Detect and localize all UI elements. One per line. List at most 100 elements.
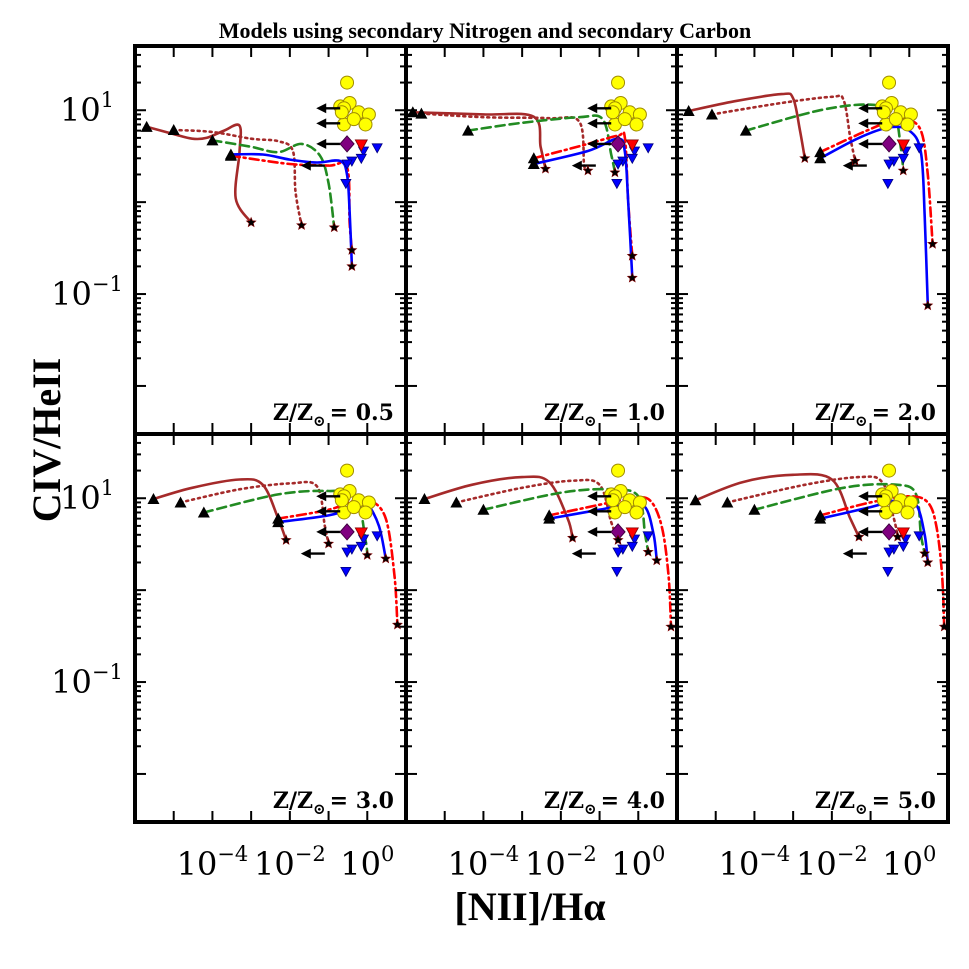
panel-5: Z/Z⊙ = 4.0 (404, 432, 679, 824)
arrow-head (587, 138, 598, 149)
arrow-head (316, 526, 327, 537)
arrow-head (300, 160, 311, 171)
observation-down-triangle (355, 541, 367, 553)
observation-down-triangle (642, 143, 654, 154)
panel-frame (404, 44, 679, 436)
series-end-marker (853, 531, 865, 542)
series-line-dotted-brown (710, 94, 857, 163)
series-start-marker (462, 124, 475, 136)
observation-down-triangle (611, 178, 623, 190)
arrow-head (858, 526, 869, 537)
plot-area (689, 463, 948, 632)
series-start-marker (705, 108, 718, 120)
panel-3: Z/Z⊙ = 2.0 (675, 44, 950, 436)
arrow-head (587, 506, 598, 517)
arrow-head (587, 103, 598, 114)
observation-down-triangle (341, 159, 353, 170)
observation-circle (882, 463, 897, 478)
observation-down-triangle (626, 153, 638, 165)
panel-label-text: Z/Z (815, 788, 855, 814)
observation-red-triangle (625, 139, 639, 152)
series-end-marker (280, 534, 292, 545)
observation-circle (340, 463, 355, 478)
plot-area (406, 75, 654, 283)
series-end-marker (922, 299, 934, 311)
series-end-marker (296, 219, 308, 230)
solar-symbol: ⊙ (313, 412, 326, 430)
series-start-marker (527, 152, 540, 164)
series-end-marker (323, 537, 335, 549)
arrow-head (571, 160, 582, 171)
arrow-head (842, 548, 853, 559)
y-tick-label: 101 (60, 88, 114, 129)
observation-down-triangle (882, 178, 894, 190)
plot-area (682, 75, 939, 311)
panel-2: Z/Z⊙ = 1.0 (404, 44, 679, 436)
observation-circle (629, 505, 644, 520)
observation-circle (882, 75, 897, 90)
arrow-head (316, 103, 327, 114)
series-end-marker (927, 238, 939, 249)
solar-symbol: ⊙ (584, 800, 597, 818)
series-line-solid-brown (411, 111, 547, 171)
series-start-marker (147, 493, 160, 505)
series-line-solid-brown (145, 123, 253, 224)
panel-label-text: Z/Z (815, 400, 855, 426)
panel-label-value: = 5.0 (872, 788, 936, 814)
series-start-marker (748, 503, 761, 515)
series-line-solid-blue (818, 125, 930, 307)
panel-label-text: Z/Z (544, 400, 584, 426)
series-start-marker (814, 152, 827, 164)
observation-down-triangle (626, 541, 638, 553)
arrow-head (587, 118, 598, 129)
solar-symbol: ⊙ (313, 800, 326, 818)
series-end-marker (626, 272, 638, 283)
series-line-dashdot-red (229, 154, 354, 252)
series-start-marker (814, 146, 827, 158)
series-end-marker (328, 221, 340, 233)
x-tick-label: 10−2 (796, 842, 868, 883)
series-end-marker (897, 164, 909, 176)
observation-down-triangle (340, 566, 352, 578)
series-end-marker (892, 531, 904, 542)
series-start-marker (272, 516, 285, 528)
observation-down-triangle (611, 566, 623, 578)
observation-red-triangle (354, 139, 368, 152)
arrow-head (858, 118, 869, 129)
observation-circle (346, 500, 361, 515)
panel-label: Z/Z⊙ = 3.0 (273, 788, 394, 818)
observation-red-triangle (354, 527, 368, 540)
observation-down-triangle (897, 541, 909, 553)
x-tick-label: 10−2 (525, 842, 597, 883)
series-start-marker (543, 512, 556, 524)
arrow-head (587, 491, 598, 502)
series-end-marker (849, 155, 861, 166)
observation-circle (358, 117, 373, 132)
plot-area (418, 463, 677, 632)
arrow-head (858, 506, 869, 517)
series-end-marker (380, 552, 392, 564)
axis-ticks (134, 45, 407, 434)
series-end-marker (626, 250, 638, 261)
panel-label: Z/Z⊙ = 2.0 (815, 400, 936, 430)
arrow-head (858, 491, 869, 502)
x-tick-label: 100 (340, 842, 394, 883)
panel-4: Z/Z⊙ = 3.0 (133, 432, 408, 824)
observation-circle (358, 505, 373, 520)
x-tick-label: 10−4 (448, 842, 520, 883)
series-end-marker (609, 166, 621, 178)
plot-area (147, 463, 403, 630)
series-end-marker (582, 164, 594, 176)
series-line-dashed-green (466, 114, 617, 174)
series-start-marker (682, 105, 695, 117)
series-end-marker (651, 554, 663, 566)
observation-circle (340, 75, 355, 90)
axis-ticks (405, 45, 678, 434)
y-tick-label: 10−1 (51, 660, 123, 701)
observation-down-triangle (883, 547, 895, 558)
observation-circle (900, 505, 915, 520)
series-start-marker (814, 512, 827, 524)
arrow-head (316, 491, 327, 502)
series-line-solid-blue (229, 152, 354, 268)
